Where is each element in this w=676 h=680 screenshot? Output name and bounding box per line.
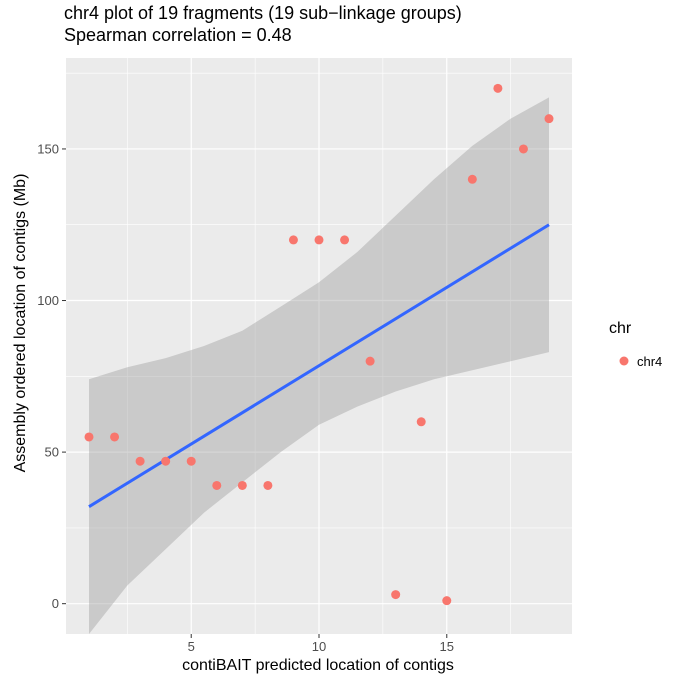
data-point [467, 174, 477, 184]
data-point [416, 417, 426, 427]
chart-title: chr4 plot of 19 fragments (19 sub−linkag… [64, 3, 462, 23]
y-axis-title: Assembly ordered location of contigs (Mb… [12, 174, 29, 473]
data-point [237, 480, 247, 490]
data-point [186, 456, 196, 466]
y-tick-label: 0 [52, 596, 59, 611]
data-point [544, 114, 554, 124]
data-point [391, 590, 401, 600]
x-tick-label: 10 [312, 639, 326, 654]
data-point [493, 83, 503, 93]
legend: chr chr4 [609, 320, 662, 369]
data-point [340, 235, 350, 245]
data-point [161, 456, 171, 466]
x-axis-title: contiBAIT predicted location of contigs [182, 657, 454, 674]
data-point [314, 235, 324, 245]
legend-key-chr4 [619, 356, 629, 366]
y-tick-label: 50 [45, 445, 59, 460]
chart-subtitle: Spearman correlation = 0.48 [64, 25, 292, 45]
data-point [442, 596, 452, 606]
legend-title: chr [609, 320, 632, 337]
data-point [263, 480, 273, 490]
data-point [288, 235, 298, 245]
data-point [84, 432, 94, 442]
legend-label-chr4: chr4 [637, 354, 662, 369]
data-point [518, 144, 528, 154]
data-point [365, 356, 375, 366]
x-tick-label: 15 [440, 639, 454, 654]
data-point [110, 432, 120, 442]
data-point [135, 456, 145, 466]
x-tick-label: 5 [188, 639, 195, 654]
y-tick-label: 100 [37, 293, 59, 308]
data-point [212, 480, 222, 490]
y-tick-label: 150 [37, 141, 59, 156]
